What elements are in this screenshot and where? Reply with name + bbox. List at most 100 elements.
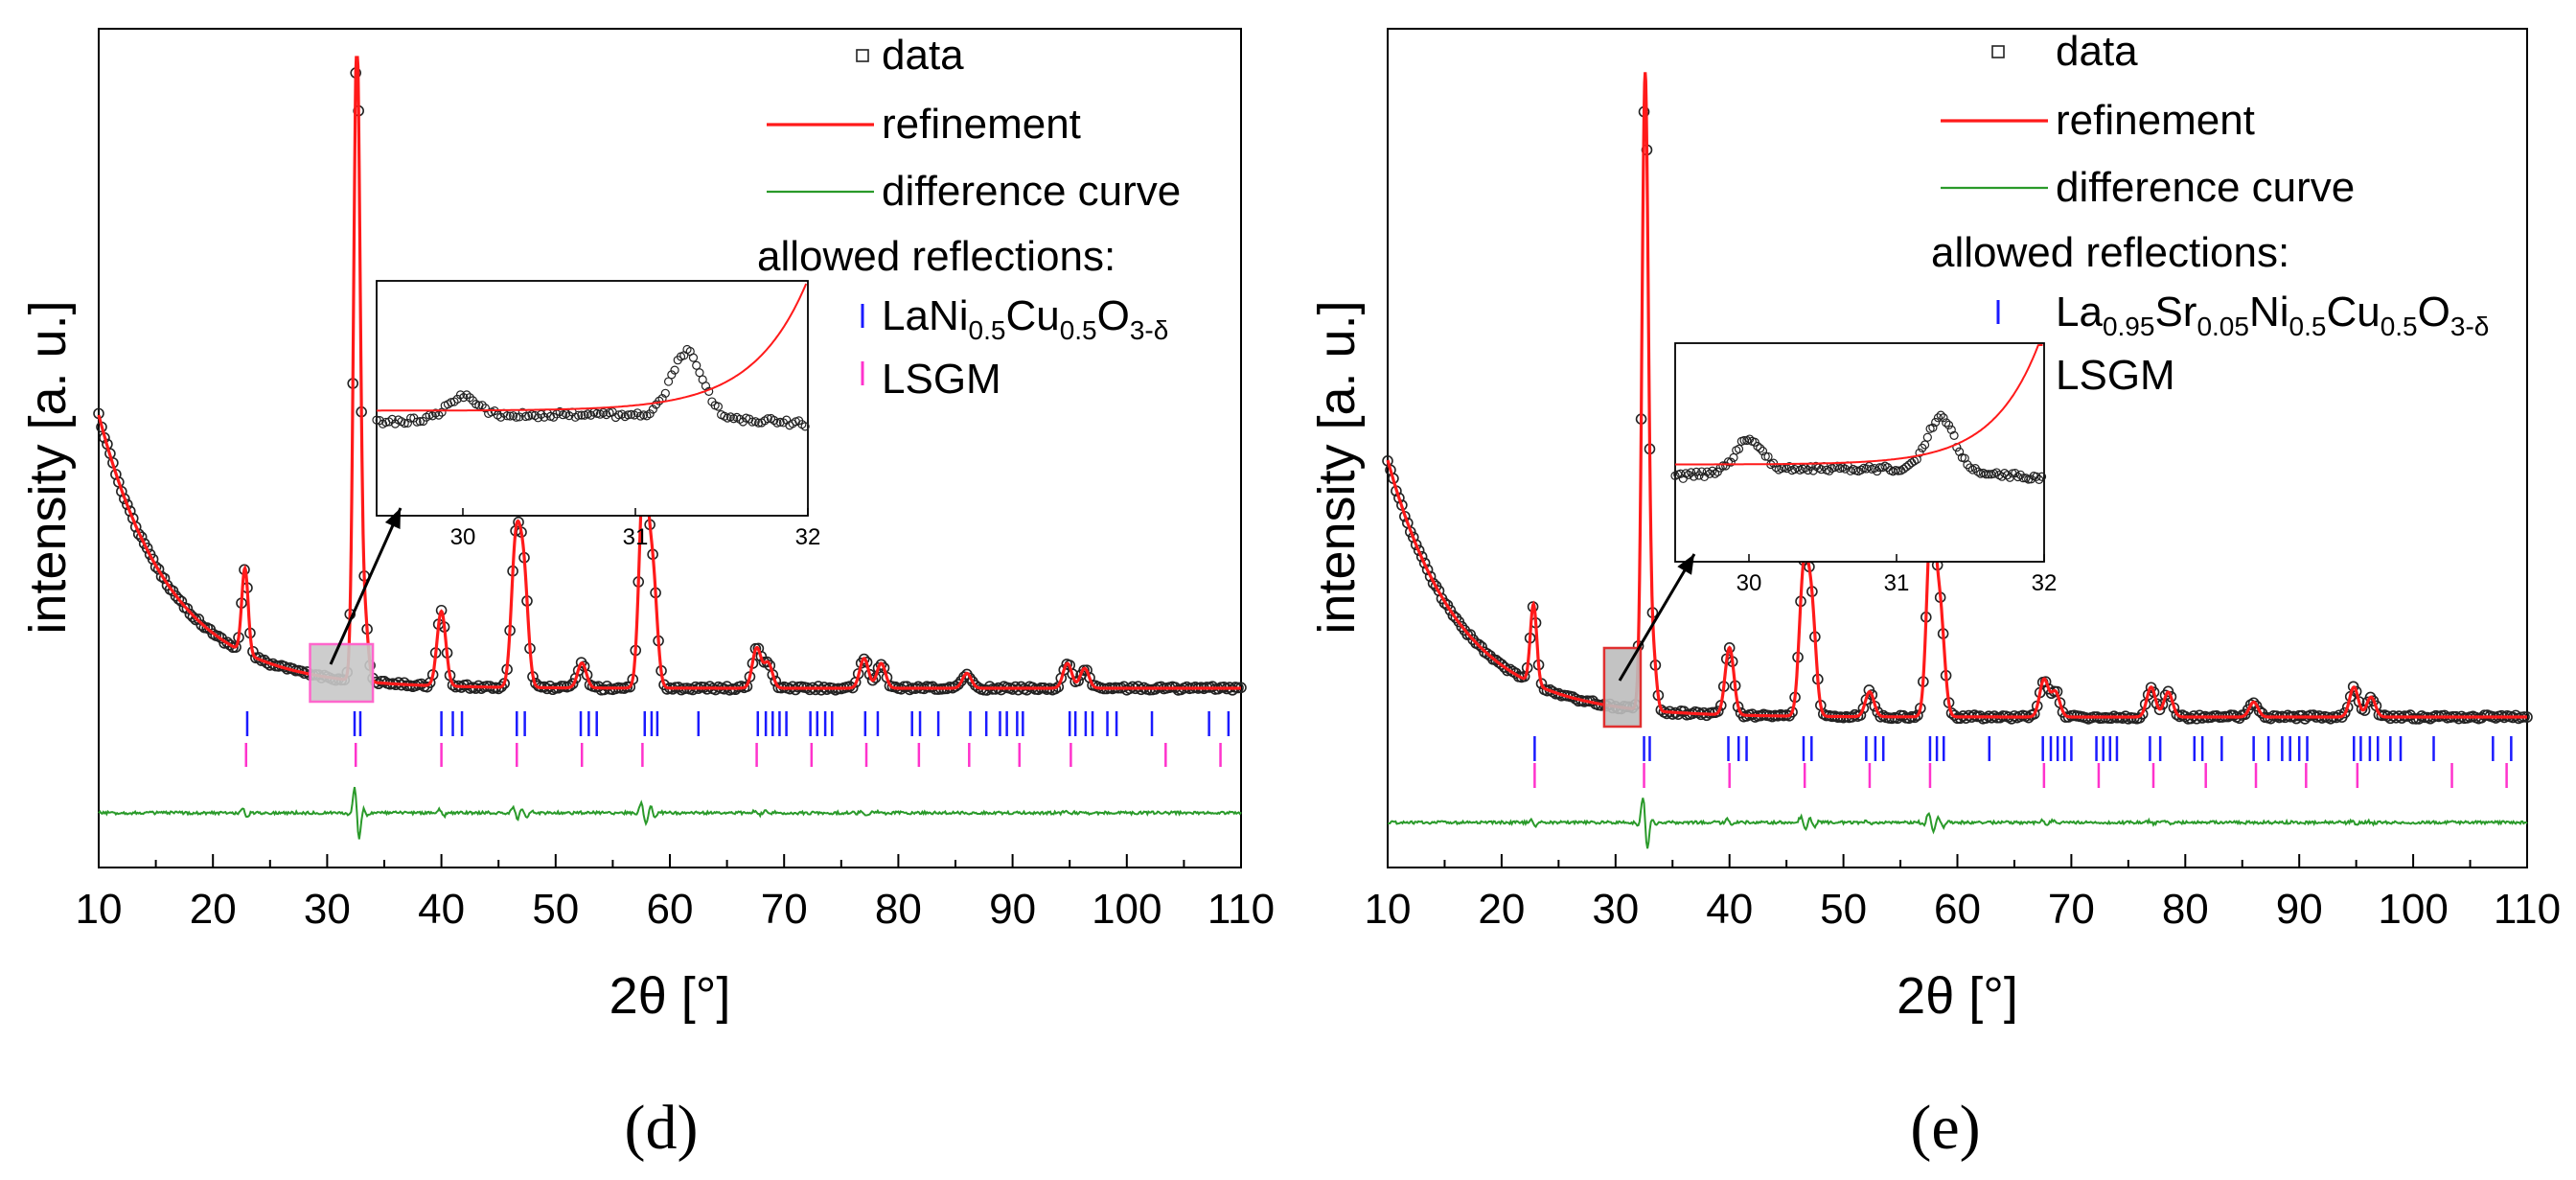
inset-data-point (1894, 466, 1903, 475)
inset-data-point (770, 415, 779, 426)
zoom-region (1602, 646, 1643, 729)
zoom-region (309, 642, 375, 704)
legend-phase2-label: LSGM (882, 356, 1001, 403)
data-point (1499, 661, 1510, 673)
inset-data-point (459, 393, 469, 403)
inset-data-point (402, 418, 412, 428)
inset-data-point (400, 419, 409, 428)
data-point (172, 593, 185, 605)
inset-data-point (1915, 448, 1924, 458)
x-tick-label: 90 (989, 886, 1036, 933)
data-point (1713, 706, 1724, 717)
data-point (2153, 704, 2166, 716)
x-axis-label: 2θ [°] (1897, 967, 2018, 1025)
zoom-arrow-head (1677, 554, 1694, 575)
inset-x-tick-label: 31 (623, 524, 649, 550)
data-point (2413, 713, 2425, 725)
inset-data-point (1684, 470, 1693, 479)
inset-data-point (1708, 466, 1717, 475)
zoom-arrow (1618, 553, 1696, 682)
inset-data-point (1710, 469, 1720, 478)
data-point (1444, 604, 1457, 616)
reflections-phase2 (244, 743, 1222, 767)
inset-data-point (1726, 457, 1736, 467)
inset-data-point (748, 417, 757, 427)
inset-data-point (2002, 471, 2012, 480)
x-tick-label: 10 (76, 886, 123, 933)
x-tick-label: 110 (2494, 886, 2561, 933)
panel-label: (e) (1910, 1093, 1980, 1163)
inset-data-point (800, 422, 810, 431)
inset-x-tick-label: 32 (2032, 570, 2058, 596)
inset-x-tick-label: 30 (1736, 570, 1762, 596)
data-point (2253, 705, 2266, 717)
legend-data-symbol (1991, 45, 2005, 58)
inset-frame (1674, 342, 2045, 563)
inset-data-point (549, 412, 559, 422)
x-tick-label: 80 (2162, 886, 2209, 933)
x-tick-label: 50 (1820, 886, 1867, 933)
data-point (158, 572, 171, 585)
inset-data-point (415, 416, 425, 427)
inset-data-point (577, 410, 586, 420)
inset-data-point (667, 370, 677, 380)
data-point (703, 681, 716, 692)
legend-refinement-label: refinement (882, 101, 1081, 148)
inset-data-point (1928, 423, 1938, 432)
data-point (187, 611, 199, 623)
inset-data-point (1946, 425, 1956, 435)
inset-data-point (515, 412, 524, 422)
data-point (866, 674, 879, 686)
inset-data-point (688, 353, 699, 362)
x-tick-label: 20 (1478, 886, 1525, 933)
legend-phase1-label: La0.95Sr0.05Ni0.5Cu0.5O3-δ (2056, 289, 2489, 341)
data-point (1447, 610, 1460, 621)
inset-data-point (753, 418, 764, 428)
data-point (184, 608, 196, 620)
data-point (858, 653, 870, 665)
inset-data-point (1920, 440, 1930, 450)
y-axis-label: intensity [a. u.] (1308, 300, 1366, 634)
inset-data-point (1705, 469, 1714, 478)
panel-d: 10 20 30 40 50 60 70 80 90 100 110 2θ [°] intensity … (19, 28, 1275, 1163)
data-point (1410, 539, 1422, 551)
data-point (1424, 570, 1437, 583)
reflections-phase1 (245, 711, 1230, 736)
inset-data-point (660, 388, 670, 398)
inset-data-point (692, 360, 702, 370)
data-point (2162, 685, 2174, 698)
data-point (1438, 597, 1451, 609)
inset-data-point (648, 405, 657, 414)
data-point (564, 680, 576, 692)
inset-data-point (586, 410, 596, 420)
data-point (181, 603, 194, 614)
inset-data-point (1864, 461, 1874, 472)
inset-data-point (1963, 460, 1972, 470)
panel-e: 10 20 30 40 50 60 70 80 90 100 110 2θ [°] intensity … (1308, 28, 2561, 1163)
inset-data-point (1973, 467, 1983, 476)
panel-label: (d) (625, 1093, 699, 1163)
data-point (953, 679, 964, 690)
inset-data-point (1697, 467, 1707, 476)
data-point (2265, 712, 2277, 725)
data-point (875, 659, 887, 671)
data-point (2452, 712, 2465, 725)
x-tick-label: 60 (647, 886, 694, 933)
reflections-phase2 (1533, 763, 2508, 788)
data-point (1723, 642, 1736, 654)
data-point (193, 613, 205, 625)
legend-phase2-label: LSGM (2056, 352, 2175, 399)
inset-data-point (505, 411, 515, 421)
inset-data-point (1966, 463, 1975, 473)
inset-x-tick-label: 31 (1884, 570, 1910, 596)
reflections-phase1 (1533, 736, 2513, 761)
data-point (1012, 683, 1024, 696)
inset-data-point (1922, 432, 1932, 442)
inset: 30 31 32 (372, 280, 820, 550)
x-tick-label: 60 (1934, 886, 1981, 933)
inset-data-point (763, 414, 772, 424)
x-tick-label: 50 (532, 886, 579, 933)
data-point (1482, 648, 1493, 659)
inset-data-point (1856, 465, 1866, 474)
inset-data-point (1753, 441, 1762, 451)
